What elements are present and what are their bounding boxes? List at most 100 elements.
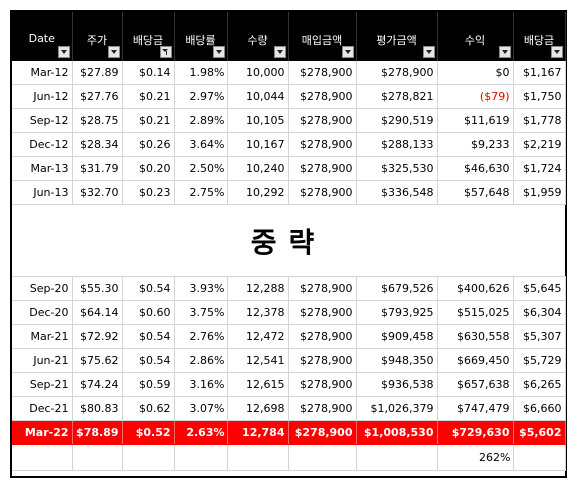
table-cell[interactable]: $400,626 [437,276,514,301]
table-cell[interactable]: $1,778 [513,108,566,133]
filter-active-icon[interactable] [159,46,172,58]
table-cell[interactable]: 3.07% [174,396,228,421]
table-cell[interactable]: 2.97% [174,84,228,109]
table-cell[interactable]: $1,959 [513,180,566,205]
table-cell[interactable]: $948,350 [356,348,438,373]
table-cell[interactable]: $278,900 [288,300,357,325]
table-cell[interactable]: 10,044 [227,84,289,109]
table-cell[interactable]: Dec-20 [12,300,73,325]
table-cell[interactable]: $336,548 [356,180,438,205]
table-cell[interactable]: $278,900 [288,276,357,301]
table-cell[interactable]: $278,900 [288,348,357,373]
table-cell[interactable]: $290,519 [356,108,438,133]
table-cell[interactable]: $6,660 [513,396,566,421]
table-cell[interactable]: $669,450 [437,348,514,373]
table-cell[interactable]: 12,541 [227,348,289,373]
table-cell[interactable]: $5,307 [513,324,566,349]
table-cell[interactable]: 12,615 [227,372,289,397]
table-cell[interactable]: 12,698 [227,396,289,421]
table-cell[interactable]: $74.24 [72,372,123,397]
table-cell[interactable]: $909,458 [356,324,438,349]
table-cell[interactable]: $515,025 [437,300,514,325]
table-cell[interactable]: $11,619 [437,108,514,133]
filter-dropdown-icon[interactable] [57,46,70,58]
table-cell[interactable]: Mar-22 [12,420,73,445]
table-cell[interactable]: 10,292 [227,180,289,205]
table-cell[interactable]: $46,630 [437,156,514,181]
table-cell[interactable] [72,444,123,471]
table-cell[interactable]: $0 [437,61,514,85]
table-cell[interactable]: $747,479 [437,396,514,421]
table-cell[interactable]: $1,750 [513,84,566,109]
table-cell[interactable]: $0.59 [122,372,175,397]
table-cell[interactable]: 262% [437,444,514,471]
table-cell[interactable]: $1,167 [513,61,566,85]
table-cell[interactable]: 3.93% [174,276,228,301]
table-cell[interactable]: $325,530 [356,156,438,181]
table-cell[interactable]: $630,558 [437,324,514,349]
table-cell[interactable]: $793,925 [356,300,438,325]
table-cell[interactable] [122,444,175,471]
table-cell[interactable]: 10,000 [227,61,289,85]
table-cell[interactable]: Mar-13 [12,156,73,181]
table-cell[interactable]: $55.30 [72,276,123,301]
table-cell[interactable] [356,444,438,471]
table-cell[interactable]: $5,729 [513,348,566,373]
table-cell[interactable]: 3.16% [174,372,228,397]
filter-dropdown-icon[interactable] [212,46,225,58]
filter-dropdown-icon[interactable] [107,46,120,58]
table-cell[interactable]: $6,304 [513,300,566,325]
table-cell[interactable]: Mar-21 [12,324,73,349]
table-cell[interactable]: Sep-20 [12,276,73,301]
table-cell[interactable]: Dec-12 [12,132,73,157]
table-cell[interactable]: 12,784 [227,420,289,445]
table-cell[interactable]: $278,821 [356,84,438,109]
table-cell[interactable]: $9,233 [437,132,514,157]
table-cell[interactable]: $5,645 [513,276,566,301]
table-cell[interactable]: Dec-21 [12,396,73,421]
table-cell[interactable]: $0.21 [122,108,175,133]
table-cell[interactable]: $0.54 [122,324,175,349]
table-cell[interactable]: $5,602 [513,420,566,445]
table-cell[interactable]: $0.62 [122,396,175,421]
table-cell[interactable]: $0.54 [122,348,175,373]
table-cell[interactable]: 3.64% [174,132,228,157]
table-cell[interactable]: 2.86% [174,348,228,373]
table-cell[interactable]: $1,026,379 [356,396,438,421]
table-cell[interactable] [174,444,228,471]
table-cell[interactable]: $278,900 [288,156,357,181]
table-cell[interactable]: $32.70 [72,180,123,205]
filter-dropdown-icon[interactable] [422,46,435,58]
filter-dropdown-icon[interactable] [341,46,354,58]
table-cell[interactable]: $278,900 [288,372,357,397]
table-cell[interactable]: $0.20 [122,156,175,181]
table-cell[interactable]: 12,288 [227,276,289,301]
table-cell[interactable]: Jun-12 [12,84,73,109]
table-cell[interactable]: $80.83 [72,396,123,421]
table-cell[interactable]: 3.75% [174,300,228,325]
table-cell[interactable]: $28.75 [72,108,123,133]
table-cell[interactable] [227,444,289,471]
table-cell[interactable]: $31.79 [72,156,123,181]
table-cell[interactable]: $278,900 [288,324,357,349]
table-cell[interactable]: $64.14 [72,300,123,325]
table-cell[interactable]: $278,900 [288,180,357,205]
table-cell[interactable]: $657,638 [437,372,514,397]
table-cell[interactable] [288,444,357,471]
table-cell[interactable]: 12,472 [227,324,289,349]
table-cell[interactable]: Sep-21 [12,372,73,397]
table-cell[interactable]: $679,526 [356,276,438,301]
table-cell[interactable]: $75.62 [72,348,123,373]
table-cell[interactable]: 10,105 [227,108,289,133]
table-cell[interactable]: 2.76% [174,324,228,349]
table-cell[interactable]: $278,900 [288,108,357,133]
table-cell[interactable]: $0.21 [122,84,175,109]
table-cell[interactable]: $278,900 [288,420,357,445]
table-cell[interactable]: $78.89 [72,420,123,445]
table-cell[interactable]: $0.52 [122,420,175,445]
table-cell[interactable]: $288,133 [356,132,438,157]
table-cell[interactable]: $729,630 [437,420,514,445]
table-cell[interactable]: $0.23 [122,180,175,205]
table-cell[interactable]: ($79) [437,84,514,109]
table-cell[interactable]: 10,240 [227,156,289,181]
